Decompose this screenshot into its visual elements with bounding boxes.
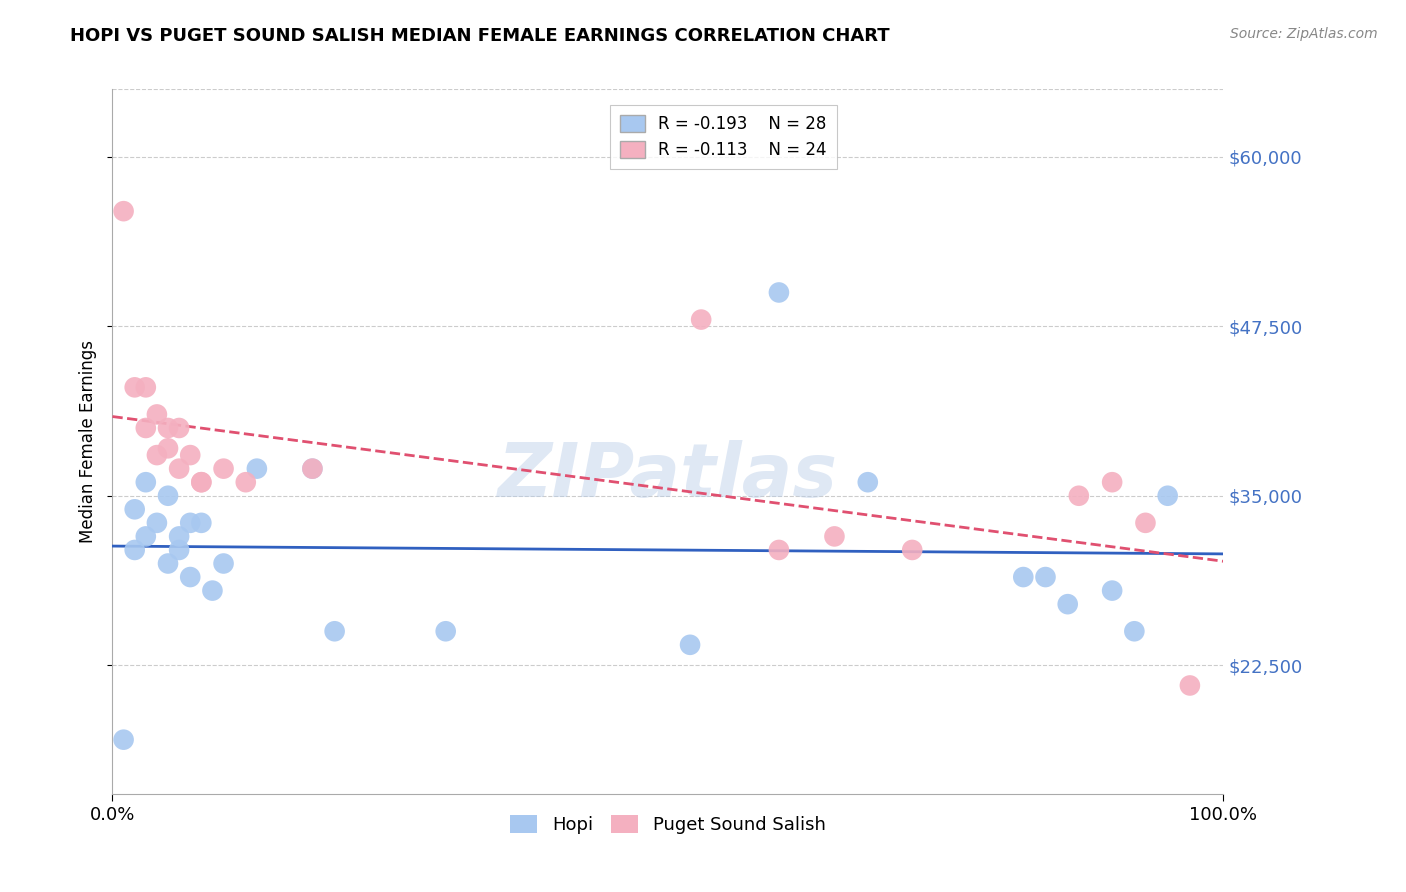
Point — [157, 442, 180, 456]
Point — [146, 408, 169, 422]
Point — [179, 516, 201, 530]
Point — [124, 380, 146, 394]
Point — [824, 529, 846, 543]
Point — [112, 732, 135, 747]
Point — [167, 421, 190, 435]
Point — [1123, 624, 1146, 639]
Point — [179, 448, 201, 462]
Point — [124, 543, 146, 558]
Point — [301, 461, 323, 475]
Point — [434, 624, 457, 639]
Point — [212, 461, 235, 475]
Point — [190, 475, 212, 490]
Y-axis label: Median Female Earnings: Median Female Earnings — [79, 340, 97, 543]
Legend: Hopi, Puget Sound Salish: Hopi, Puget Sound Salish — [503, 807, 832, 841]
Point — [124, 502, 146, 516]
Point — [157, 557, 180, 571]
Text: ZIPatlas: ZIPatlas — [498, 441, 838, 513]
Point — [1035, 570, 1057, 584]
Point — [690, 312, 713, 326]
Text: HOPI VS PUGET SOUND SALISH MEDIAN FEMALE EARNINGS CORRELATION CHART: HOPI VS PUGET SOUND SALISH MEDIAN FEMALE… — [70, 27, 890, 45]
Point — [1012, 570, 1035, 584]
Point — [679, 638, 702, 652]
Point — [135, 529, 157, 543]
Point — [135, 380, 157, 394]
Point — [246, 461, 269, 475]
Point — [135, 421, 157, 435]
Point — [856, 475, 879, 490]
Point — [1156, 489, 1178, 503]
Point — [323, 624, 346, 639]
Point — [1101, 583, 1123, 598]
Point — [146, 448, 169, 462]
Point — [768, 543, 790, 558]
Point — [235, 475, 257, 490]
Point — [768, 285, 790, 300]
Point — [1067, 489, 1090, 503]
Point — [1101, 475, 1123, 490]
Point — [157, 421, 180, 435]
Point — [167, 461, 190, 475]
Point — [1056, 597, 1078, 611]
Point — [301, 461, 323, 475]
Text: Source: ZipAtlas.com: Source: ZipAtlas.com — [1230, 27, 1378, 41]
Point — [135, 475, 157, 490]
Point — [167, 543, 190, 558]
Point — [179, 570, 201, 584]
Point — [146, 516, 169, 530]
Point — [112, 204, 135, 219]
Point — [212, 557, 235, 571]
Point — [201, 583, 224, 598]
Point — [1178, 678, 1201, 692]
Point — [157, 489, 180, 503]
Point — [190, 516, 212, 530]
Point — [167, 529, 190, 543]
Point — [1135, 516, 1157, 530]
Point — [190, 475, 212, 490]
Point — [901, 543, 924, 558]
